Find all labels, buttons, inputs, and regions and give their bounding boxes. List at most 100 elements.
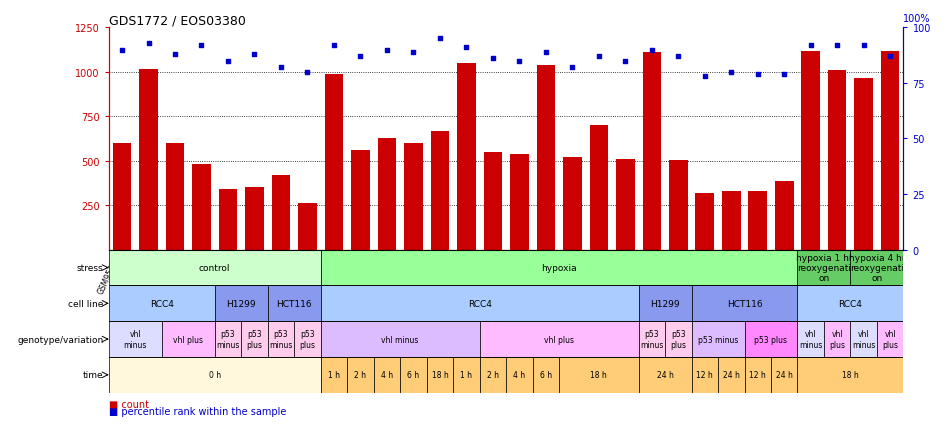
Text: HCT116: HCT116 [727,299,762,308]
Bar [480,322,639,357]
Point [883,53,898,60]
Bar [109,322,162,357]
Bar [453,357,480,393]
Text: RCC4: RCC4 [467,299,492,308]
Bar [109,250,321,286]
Text: HCT116: HCT116 [276,299,312,308]
Point [750,71,765,78]
Text: cell line: cell line [68,299,103,308]
Bar [718,357,745,393]
Bar [639,357,692,393]
Point [194,43,209,49]
Bar [881,52,900,250]
Bar [824,322,850,357]
Point [803,43,818,49]
Bar [166,144,184,250]
Point [353,53,368,60]
Text: 12 h: 12 h [749,371,766,379]
Bar [510,154,529,250]
Text: 24 h: 24 h [776,371,793,379]
Point [724,69,739,76]
Bar [639,322,665,357]
Bar [745,322,797,357]
Point [644,47,659,54]
Text: p53 minus: p53 minus [698,335,738,344]
Point [591,53,606,60]
Text: ■ count: ■ count [109,400,149,409]
Bar [162,322,215,357]
Text: hypoxia 1 hr
reoxygenati
on: hypoxia 1 hr reoxygenati on [796,253,852,283]
Bar [745,357,771,393]
Bar [139,70,158,250]
Text: 4 h: 4 h [514,371,525,379]
Text: vhl
minus: vhl minus [799,329,822,349]
Bar [797,286,903,322]
Point [856,43,871,49]
Point [485,56,500,63]
Bar [109,286,215,322]
Text: vhl
minus: vhl minus [124,329,147,349]
Bar [321,322,480,357]
Bar [427,357,453,393]
Text: ■ percentile rank within the sample: ■ percentile rank within the sample [109,406,286,416]
Text: p53
minus: p53 minus [270,329,292,349]
Bar [695,193,714,250]
Bar [483,152,502,250]
Text: vhl plus: vhl plus [173,335,203,344]
Bar [692,286,797,322]
Bar [298,203,317,250]
Point [538,49,553,56]
Bar [241,322,268,357]
Text: 1 h: 1 h [461,371,472,379]
Text: vhl plus: vhl plus [544,335,574,344]
Point [379,47,394,54]
Text: 6 h: 6 h [540,371,552,379]
Text: p53
minus: p53 minus [217,329,239,349]
Bar [113,144,131,250]
Point [114,47,130,54]
Bar [877,322,903,357]
Text: p53
minus: p53 minus [640,329,663,349]
Bar [828,71,847,250]
Text: p53 plus: p53 plus [755,335,787,344]
Text: GDS1772 / EOS03380: GDS1772 / EOS03380 [109,14,246,27]
Point [459,45,474,52]
Bar [801,52,820,250]
Bar [850,322,877,357]
Text: 18 h: 18 h [431,371,448,379]
Bar [639,286,692,322]
Bar [559,357,639,393]
Bar [321,286,639,322]
Text: genotype/variation: genotype/variation [17,335,103,344]
Point [300,69,315,76]
Text: p53
plus: p53 plus [247,329,262,349]
Text: 2 h: 2 h [487,371,499,379]
Bar [272,176,290,250]
Text: 100%: 100% [903,14,931,24]
Text: p53
plus: p53 plus [671,329,686,349]
Point [247,51,262,58]
Text: 12 h: 12 h [696,371,713,379]
Bar [616,160,635,250]
Bar [533,357,559,393]
Bar [642,53,661,250]
Bar [400,357,427,393]
Text: hypoxia 4 hr
reoxygenati
on: hypoxia 4 hr reoxygenati on [849,253,905,283]
Bar [771,357,797,393]
Text: 2 h: 2 h [355,371,366,379]
Point [141,40,156,47]
Bar [692,322,745,357]
Bar [775,182,794,250]
Bar [536,66,555,250]
Bar [797,357,903,393]
Point [406,49,421,56]
Text: vhl
plus: vhl plus [830,329,845,349]
Bar [219,190,237,250]
Text: RCC4: RCC4 [149,299,174,308]
Text: 6 h: 6 h [408,371,419,379]
Bar [480,357,506,393]
Point [512,58,527,65]
Bar [797,250,850,286]
Bar [324,75,343,250]
Bar [748,191,767,250]
